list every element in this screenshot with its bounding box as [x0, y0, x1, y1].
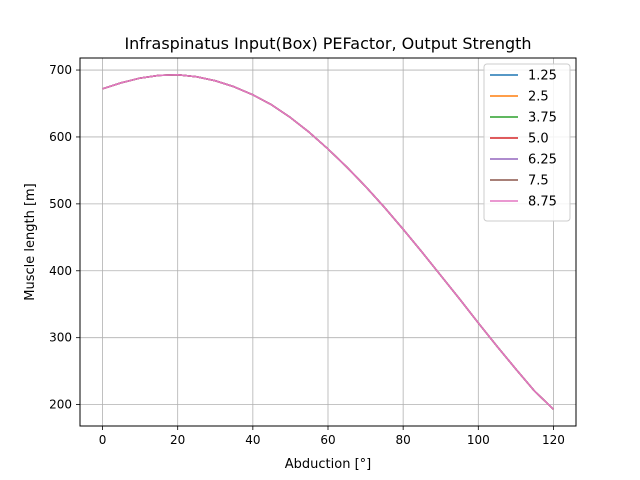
x-tick-label: 40 — [245, 433, 260, 447]
x-tick-label: 120 — [542, 433, 565, 447]
legend-label: 3.75 — [528, 111, 557, 126]
x-tick-label: 20 — [170, 433, 185, 447]
y-tick-label: 500 — [49, 197, 72, 211]
y-tick-label: 200 — [49, 398, 72, 412]
series-lines — [102, 73, 554, 410]
legend-label: 5.0 — [528, 132, 549, 147]
x-tick-label: 0 — [99, 433, 107, 447]
chart-title: Infraspinatus Input(Box) PEFactor, Outpu… — [124, 34, 531, 53]
legend-box — [483, 63, 571, 222]
x-tick-label: 60 — [320, 433, 335, 447]
y-axis: 200 300 400 500 600 700 — [49, 63, 80, 412]
legend: 1.25 2.5 3.75 5.0 6.25 7.5 8.75 — [483, 63, 571, 222]
legend-label: 1.25 — [528, 69, 557, 84]
legend-label: 7.5 — [528, 174, 549, 189]
y-tick-label: 400 — [49, 264, 72, 278]
x-axis-label: Abduction [°] — [285, 457, 371, 472]
y-tick-label: 300 — [49, 331, 72, 345]
x-tick-label: 80 — [396, 433, 411, 447]
x-axis: 0 20 40 60 80 100 120 — [99, 426, 565, 447]
y-axis-label: Muscle length [m] — [23, 183, 38, 301]
x-tick-label: 100 — [467, 433, 490, 447]
y-tick-label: 600 — [49, 130, 72, 144]
legend-label: 8.75 — [528, 195, 557, 210]
series-line-7 — [102, 73, 554, 410]
y-tick-label: 700 — [49, 63, 72, 77]
legend-label: 2.5 — [528, 90, 549, 105]
legend-label: 6.25 — [528, 153, 557, 168]
